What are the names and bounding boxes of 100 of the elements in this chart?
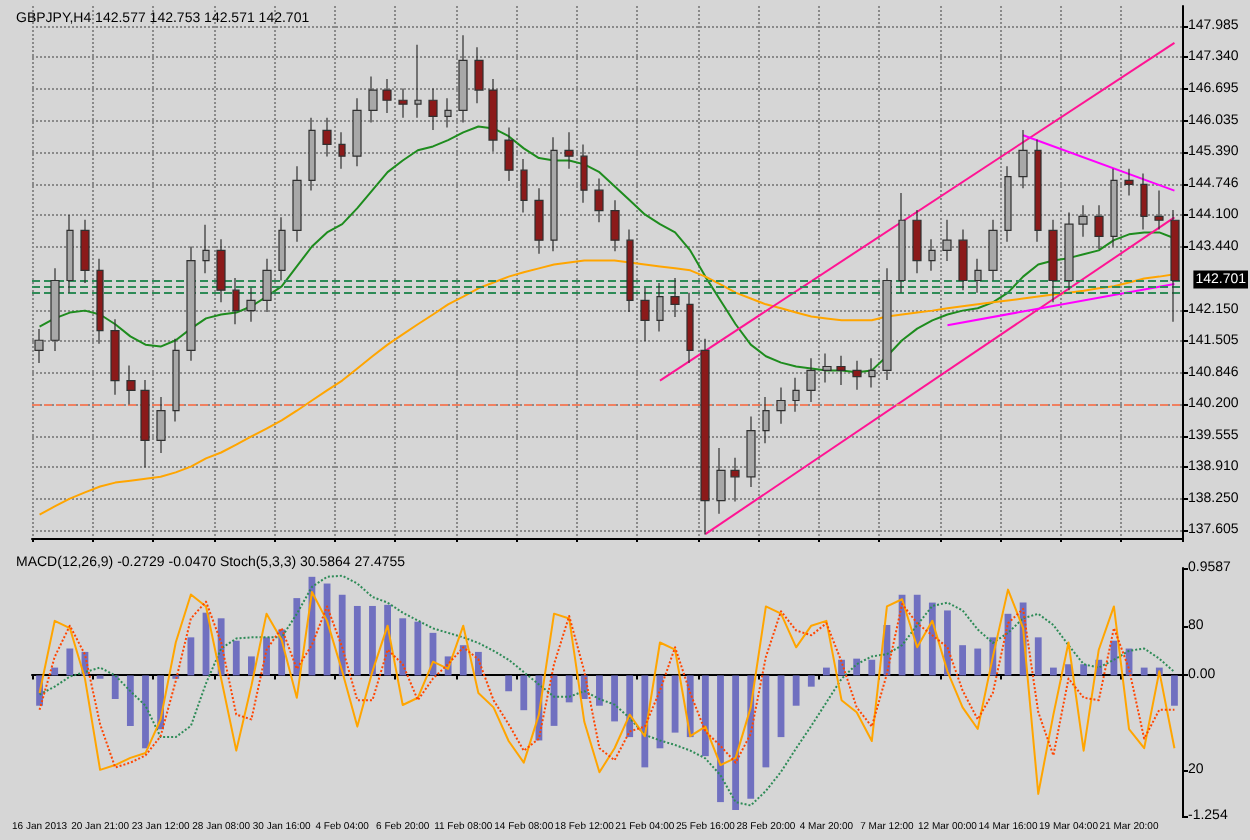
candlestick [368,75,378,124]
bar [1140,667,1148,676]
bar [459,645,467,676]
bar [641,675,649,768]
candlestick [156,396,166,454]
bar [1065,664,1072,676]
bar [974,648,982,676]
candlestick [868,357,876,388]
candlestick [308,117,316,192]
candlestick [882,267,892,381]
candlestick [988,219,998,282]
candlestick [762,396,770,444]
candlestick [216,238,226,303]
bar [807,675,815,687]
candlestick [414,44,422,119]
candlestick [670,277,680,318]
candlestick [246,287,256,323]
candlestick [96,258,104,345]
candlestick [352,97,362,167]
bar [338,594,346,676]
candlestick [140,379,150,469]
candlestick [232,277,240,325]
candlestick [50,267,60,352]
line-series [38,125,1176,374]
candlestick [126,364,136,405]
candlestick [172,338,180,422]
bar [505,675,513,692]
candlestick [1154,190,1164,231]
candlestick [1018,129,1028,189]
candlestick [458,34,468,124]
candlestick [958,228,968,291]
bar [111,675,119,699]
candlestick [1004,165,1012,243]
bar [474,651,482,676]
candlestick [202,224,210,274]
bar [369,605,376,676]
bar [762,675,770,768]
bar [399,618,407,676]
candlestick [110,318,120,396]
candlestick [1140,173,1148,231]
bar [232,640,240,676]
candlestick [474,46,484,104]
bar [353,605,361,676]
bar [126,675,134,726]
candlestick [942,219,952,262]
candlestick [34,328,44,364]
candlestick [1094,204,1104,250]
candlestick [746,415,756,488]
candlestick [292,165,302,243]
candlestick [656,282,664,333]
candlestick [1124,168,1134,197]
candlestick [640,287,650,342]
bar [611,675,618,722]
bar [187,637,195,676]
candlestick [550,136,558,252]
candlestick [262,258,272,313]
bar [142,675,149,749]
bar [1080,664,1088,676]
bar [565,675,573,703]
candlestick [974,258,982,294]
candlestick [580,143,588,204]
candlestick [776,386,786,425]
candlestick [186,245,196,362]
candlestick [66,214,74,294]
bar [717,675,724,803]
candlestick [852,360,862,391]
bar [913,594,921,676]
candlestick [520,158,528,214]
candlestick [444,97,452,129]
bar [293,598,301,676]
candlestick [898,192,906,294]
candlestick [80,219,90,284]
bar [263,637,270,676]
candlestick [398,87,408,119]
bar [520,675,528,711]
bar [701,675,709,757]
candlestick [428,87,438,131]
bar [792,675,800,706]
candlestick [1048,219,1058,303]
candlestick [382,78,392,114]
candlestick [1034,139,1042,243]
candlestick [626,228,634,313]
candlestick [594,177,604,223]
candlestick [928,238,936,272]
bar [1049,667,1057,676]
candlestick [610,199,620,252]
candlestick [686,292,694,364]
candlestick [806,357,816,403]
bar [1034,637,1042,676]
candlestick [912,209,922,274]
bar [66,648,74,676]
bar [868,659,876,676]
candlestick [1170,209,1180,323]
bar [959,645,966,676]
bar [853,658,861,676]
bar [414,621,422,676]
candlestick [338,131,346,170]
candlestick [836,355,846,386]
candlestick [1064,211,1074,291]
candlestick [1078,204,1088,238]
